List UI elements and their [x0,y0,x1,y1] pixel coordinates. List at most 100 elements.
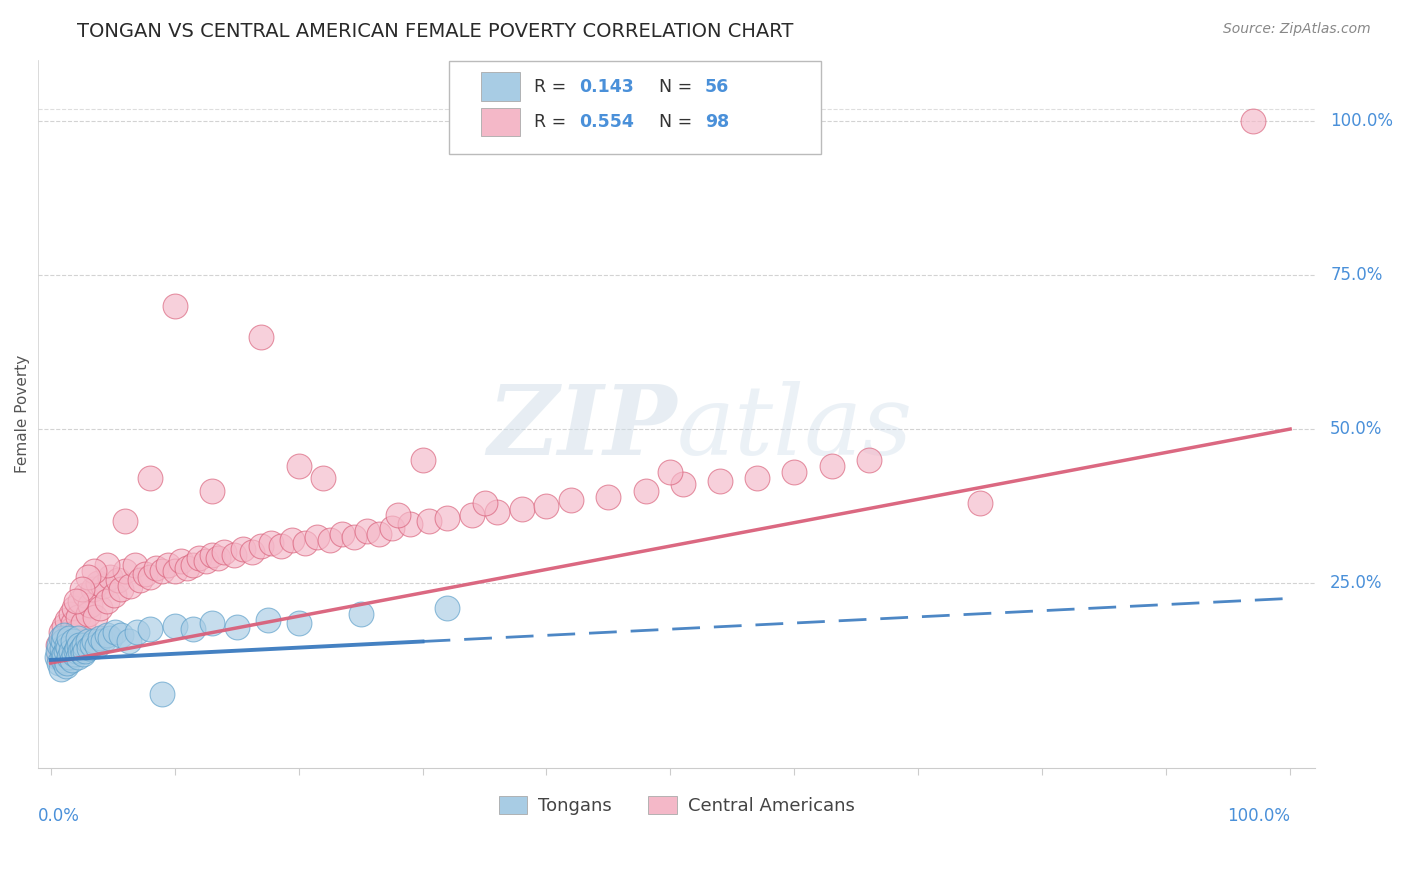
Text: 100.0%: 100.0% [1330,112,1393,130]
Point [77,607,100,621]
Point [139,471,162,485]
Point [536,499,558,513]
Point [56,634,79,648]
Point [104,625,127,640]
Point [66,640,89,655]
Point [858,453,880,467]
Point [96,594,118,608]
Point [77,640,100,655]
Point [70,582,93,596]
Point [634,483,657,498]
Point [145,560,167,574]
Text: 56: 56 [704,78,728,95]
Text: 100.0%: 100.0% [1227,806,1291,824]
Point [63,600,86,615]
Point [56,640,79,655]
Point [201,483,224,498]
Point [49,625,72,640]
Point [356,524,378,538]
Point [83,634,105,648]
Point [80,638,103,652]
Point [55,643,77,657]
Point [46,638,69,652]
Point [51,649,73,664]
Text: atlas: atlas [676,381,912,475]
Point [91,634,114,648]
Point [60,653,83,667]
Point [62,615,84,630]
Point [260,536,283,550]
Point [194,554,217,568]
Point [150,687,173,701]
Point [45,649,67,664]
Point [53,647,76,661]
Point [58,628,80,642]
Text: 75.0%: 75.0% [1330,266,1382,285]
Point [89,600,111,615]
Point [207,551,229,566]
Point [75,643,97,657]
Point [380,520,402,534]
Point [55,640,77,655]
Point [110,582,132,596]
Point [485,505,508,519]
Point [55,659,77,673]
Point [82,582,104,596]
Point [129,573,152,587]
Point [96,558,118,572]
Point [287,458,309,473]
Point [598,490,620,504]
Point [139,570,162,584]
Text: R =: R = [534,113,571,131]
Point [436,600,458,615]
Point [1241,114,1264,128]
Point [201,615,224,630]
Point [48,649,70,664]
Text: R =: R = [534,78,571,95]
Point [240,545,263,559]
Point [72,647,94,661]
Point [134,566,156,581]
Text: 0.143: 0.143 [579,78,634,95]
Point [46,643,69,657]
Point [307,530,329,544]
Point [58,649,80,664]
Point [103,588,125,602]
Point [201,549,224,563]
Point [98,570,121,584]
Text: ZIP: ZIP [486,381,676,475]
Point [659,465,682,479]
Point [412,453,434,467]
Point [49,632,72,646]
Point [51,640,73,655]
Text: 50.0%: 50.0% [1330,420,1382,438]
Point [66,632,89,646]
Point [139,622,162,636]
Point [163,564,186,578]
Point [49,662,72,676]
Point [91,579,114,593]
Point [232,542,254,557]
Point [63,647,86,661]
Point [747,471,769,485]
Point [96,628,118,642]
Point [256,613,278,627]
Point [59,607,82,621]
Point [114,515,136,529]
Point [110,628,132,642]
Point [163,619,186,633]
Point [510,502,533,516]
Y-axis label: Female Poverty: Female Poverty [15,354,30,473]
FancyBboxPatch shape [481,108,520,136]
Point [124,558,146,572]
Point [783,465,806,479]
Point [58,632,80,646]
Point [224,549,246,563]
Text: N =: N = [659,78,697,95]
Point [294,536,316,550]
Point [70,640,93,655]
Point [318,533,340,547]
Point [176,560,198,574]
Point [52,634,75,648]
Text: 25.0%: 25.0% [1330,574,1382,592]
